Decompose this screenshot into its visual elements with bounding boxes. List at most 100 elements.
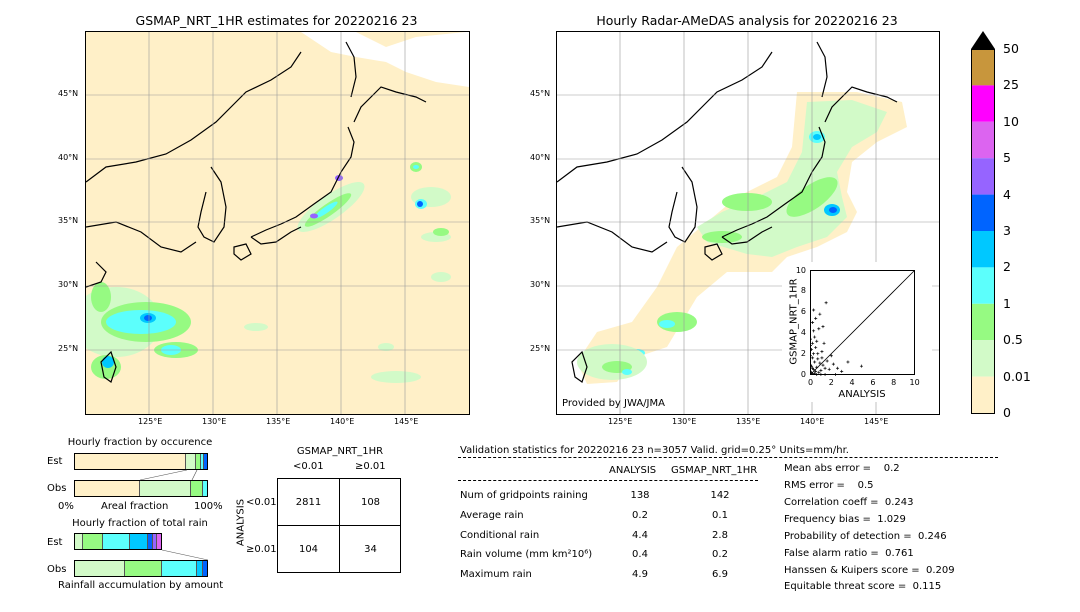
scatter-point bbox=[812, 352, 816, 356]
scatter-point bbox=[818, 312, 822, 316]
left-lat-label-30: 30°N bbox=[58, 280, 79, 289]
score-hk: Hanssen & Kuipers score = 0.209 bbox=[784, 565, 955, 576]
occurrence-obs-bar bbox=[74, 480, 208, 497]
scatter-y-tick: 6 bbox=[800, 307, 806, 317]
right-lat-label-45: 45°N bbox=[530, 89, 551, 98]
right-map-credit: Provided by JWA/JMA bbox=[562, 398, 665, 409]
scatter-point bbox=[813, 335, 817, 339]
total-rain-est-bar bbox=[74, 533, 162, 550]
left-map bbox=[85, 31, 470, 415]
scatter-x-tick: 2 bbox=[828, 378, 834, 387]
total-rain-obs-label: Obs bbox=[47, 564, 67, 575]
scatter-y-tick: 4 bbox=[800, 327, 806, 337]
colorbar-tick-label: 10 bbox=[1003, 113, 1019, 129]
validation-row-analysis: 138 bbox=[630, 490, 650, 501]
contingency-c: 104 bbox=[298, 544, 319, 555]
scatter-point bbox=[831, 362, 835, 366]
validation-row-label: Maximum rain bbox=[460, 569, 532, 580]
colorbar-tick-label: 0.5 bbox=[1003, 332, 1023, 348]
occurrence-est-bar bbox=[74, 453, 208, 470]
scatter-point bbox=[814, 345, 818, 349]
scatter-y-tick: 10 bbox=[795, 265, 806, 275]
scatter-point bbox=[810, 337, 812, 341]
colorbar-tick-label: 50 bbox=[1003, 41, 1019, 56]
left-lat-label-40: 40°N bbox=[58, 153, 79, 162]
score-correlation: Correlation coeff = 0.243 bbox=[784, 497, 914, 508]
colorbar-cell bbox=[971, 231, 995, 268]
colorbar-cell bbox=[971, 121, 995, 159]
scatter-x-tick: 6 bbox=[870, 378, 876, 387]
scatter-point bbox=[811, 356, 815, 360]
left-lat-label-45: 45°N bbox=[58, 89, 79, 98]
total-rain-axis-mid: Rainfall accumulation by amount bbox=[58, 580, 224, 591]
score-frequency-bias: Frequency bias = 1.029 bbox=[784, 514, 906, 525]
scatter-point bbox=[825, 359, 829, 363]
scatter-point bbox=[815, 373, 819, 376]
occurrence-axis-left: 0% bbox=[58, 501, 74, 512]
scatter-point bbox=[827, 367, 831, 371]
scatter-ylabel: GSMAP_NRT_1HR bbox=[788, 278, 800, 365]
scatter-point bbox=[818, 361, 822, 365]
contingency-b: 108 bbox=[360, 497, 381, 508]
colorbar-cell bbox=[971, 85, 995, 122]
contingency-col-ge: ≥0.01 bbox=[355, 461, 386, 472]
scatter-point bbox=[820, 350, 824, 354]
right-lon-label-140: 140°E bbox=[800, 417, 825, 426]
left-lon-label-135: 135°E bbox=[266, 417, 291, 426]
scatter-point bbox=[829, 354, 833, 358]
left-map-coastlines bbox=[86, 41, 427, 383]
validation-row-analysis: 0.4 bbox=[632, 549, 648, 560]
colorbar-tick-label: 1 bbox=[1003, 295, 1011, 311]
validation-row-analysis: 0.2 bbox=[632, 510, 648, 521]
right-lat-label-25: 25°N bbox=[530, 344, 551, 353]
scatter-point bbox=[816, 357, 820, 361]
score-pod: Probability of detection = 0.246 bbox=[784, 531, 947, 542]
scatter-point bbox=[814, 369, 818, 373]
validation-row-label: Num of gridpoints raining bbox=[460, 490, 588, 501]
scatter-x-tick: 0 bbox=[807, 378, 814, 387]
scatter-point bbox=[815, 339, 819, 343]
total-rain-obs-bar bbox=[74, 560, 208, 577]
scatter-point bbox=[821, 325, 825, 329]
score-mean-abs-error: Mean abs error = 0.2 bbox=[784, 463, 900, 474]
scatter-point bbox=[820, 356, 824, 360]
scatter-point bbox=[817, 327, 821, 331]
scatter-point bbox=[846, 360, 850, 364]
colorbar bbox=[971, 31, 995, 414]
scatter-point bbox=[819, 368, 823, 372]
scatter-point bbox=[821, 363, 825, 367]
right-lon-label-125: 125°E bbox=[608, 417, 633, 426]
validation-col-rule bbox=[458, 480, 758, 481]
scatter-x-tick: 4 bbox=[849, 378, 855, 387]
validation-row-gsmap: 0.1 bbox=[712, 510, 728, 521]
colorbar-cell bbox=[971, 303, 995, 341]
right-lat-label-40: 40°N bbox=[530, 153, 551, 162]
scatter-point bbox=[811, 366, 815, 370]
colorbar-cell bbox=[971, 376, 995, 413]
scatter-point bbox=[833, 373, 837, 376]
validation-row-gsmap: 142 bbox=[710, 490, 730, 501]
validation-row-analysis: 4.4 bbox=[632, 530, 648, 541]
scatter-point bbox=[810, 363, 812, 367]
scatter-point bbox=[859, 364, 863, 368]
score-ets: Equitable threat score = 0.115 bbox=[784, 581, 942, 592]
validation-col-analysis: ANALYSIS bbox=[609, 465, 657, 476]
right-lon-label-145: 145°E bbox=[864, 417, 889, 426]
occurrence-axis-mid: Areal fraction bbox=[101, 501, 169, 512]
occurrence-connector bbox=[139, 469, 198, 481]
validation-row-gsmap: 6.9 bbox=[712, 569, 728, 580]
scatter-point bbox=[813, 371, 817, 375]
colorbar-cell bbox=[971, 340, 995, 377]
total-rain-est-label: Est bbox=[47, 537, 63, 548]
colorbar-tick-label: 25 bbox=[1003, 77, 1019, 93]
scatter-y-tick: 8 bbox=[800, 286, 806, 296]
scatter-point bbox=[814, 316, 818, 320]
contingency-row-lt: <0.01 bbox=[246, 497, 277, 508]
left-lon-label-125: 125°E bbox=[138, 417, 163, 426]
contingency-row-ge: ≥0.01 bbox=[246, 544, 277, 555]
scatter-y-tick: 0 bbox=[800, 369, 806, 379]
scatter-point bbox=[823, 366, 827, 370]
scatter-point bbox=[816, 352, 820, 356]
scatter-point bbox=[810, 343, 812, 347]
left-map-title: GSMAP_NRT_1HR estimates for 20220216 23 bbox=[135, 13, 418, 28]
